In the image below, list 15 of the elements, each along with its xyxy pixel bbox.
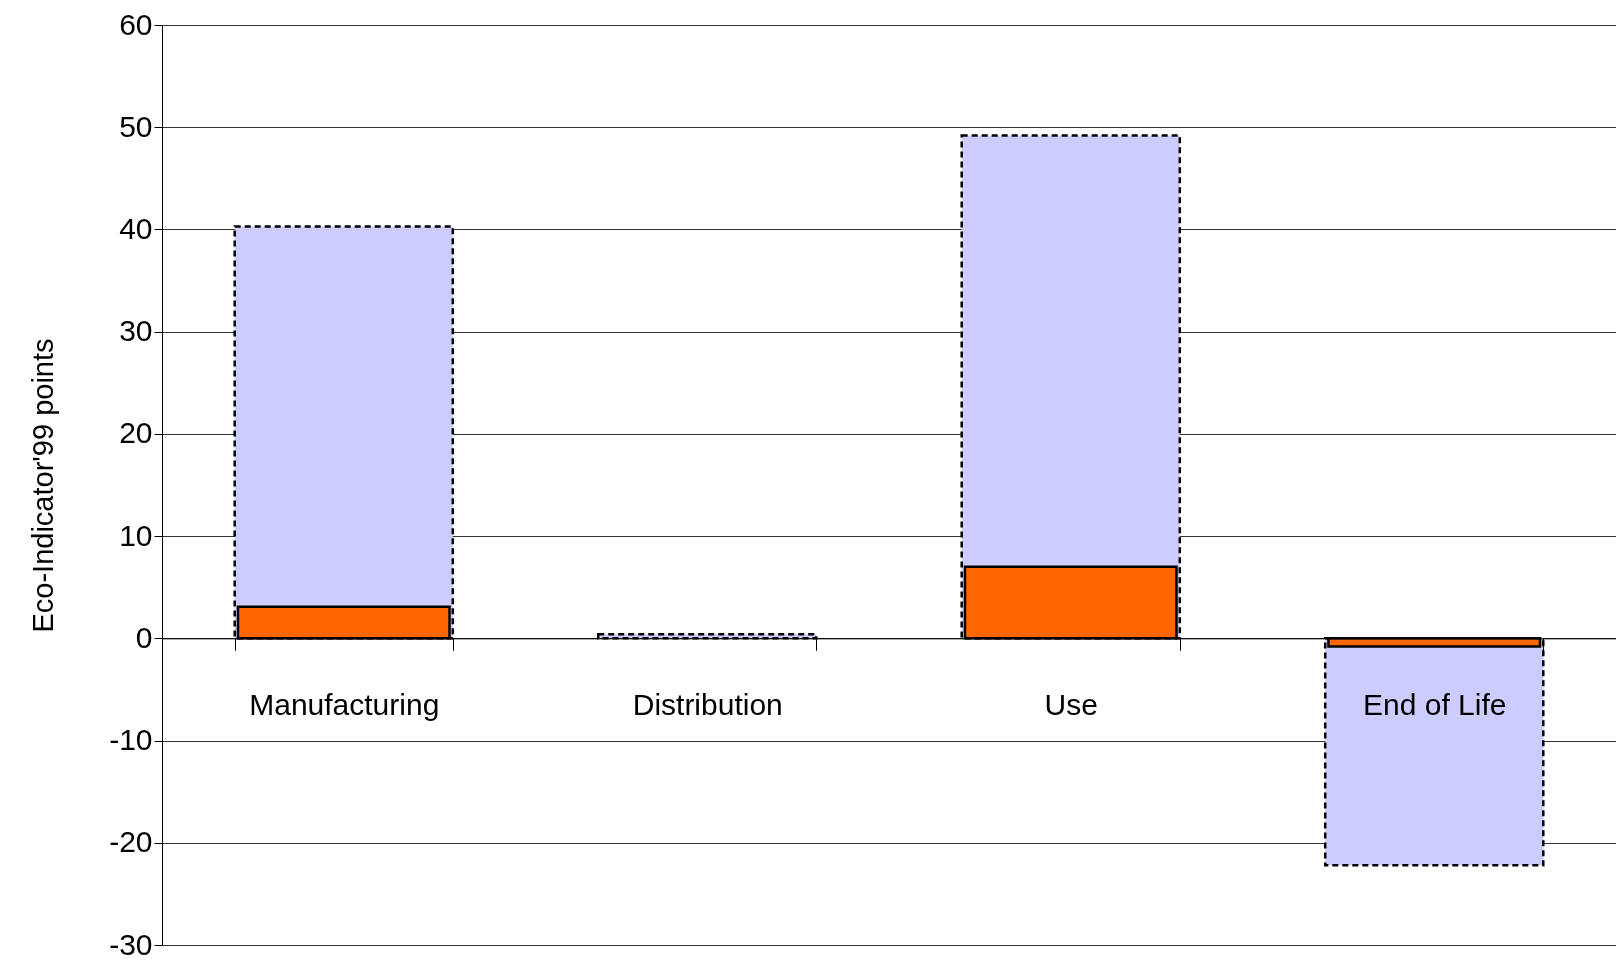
x-tick-label: Use <box>1044 687 1098 721</box>
y-tick-label: -10 <box>109 723 153 757</box>
y-tick-label: -20 <box>109 825 153 859</box>
y-tick-label: 0 <box>135 620 153 654</box>
x-tick-label: Distribution <box>632 687 783 721</box>
x-tick-label: Manufacturing <box>249 687 440 721</box>
y-tick-label: 50 <box>119 109 153 143</box>
y-tick-label: -30 <box>109 927 153 961</box>
y-tick-label: 30 <box>119 314 153 348</box>
y-tick-label: 10 <box>119 518 153 552</box>
x-tick-label: End of Life <box>1363 687 1507 721</box>
y-tick-label: 60 <box>119 7 153 41</box>
y-axis-title: Eco-Indicator'99 points <box>27 338 60 633</box>
y-tick-label: 40 <box>119 211 153 245</box>
y-tick-label: 20 <box>119 416 153 450</box>
